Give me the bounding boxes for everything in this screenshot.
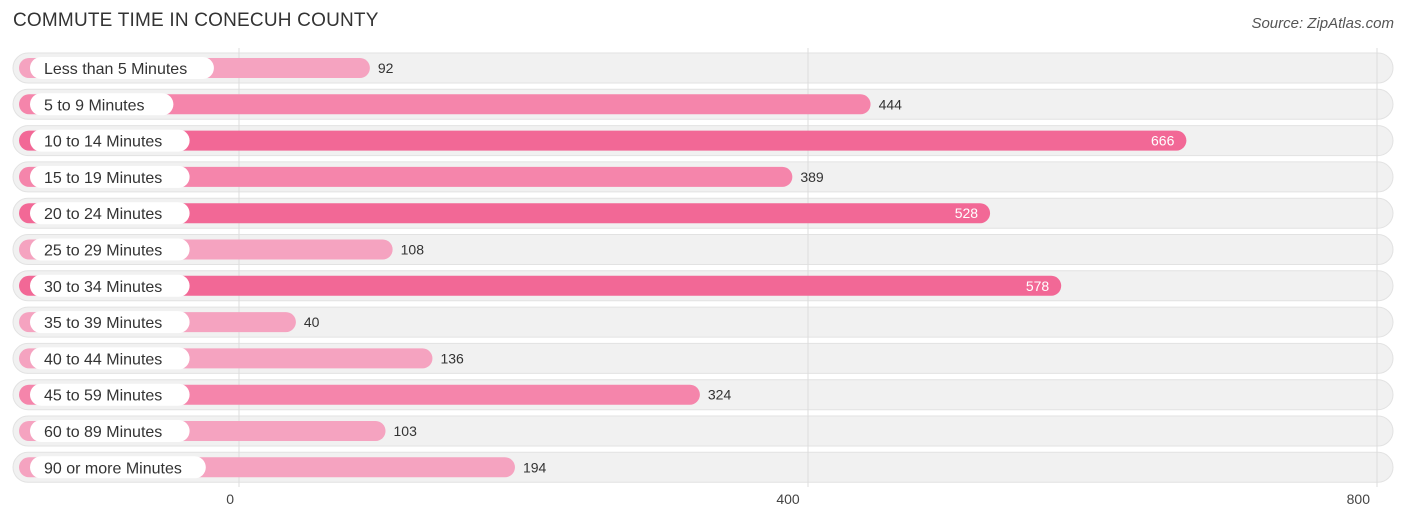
bar (19, 130, 1187, 151)
bar-label: 25 to 29 Minutes (44, 243, 162, 260)
bar (19, 94, 871, 115)
value-label: 40 (304, 314, 320, 330)
bar-label-pill (30, 165, 190, 188)
bar-label-pill (30, 93, 174, 116)
bar (19, 166, 793, 187)
value-label: 444 (879, 96, 903, 112)
value-label: 92 (378, 60, 394, 76)
bar-label-pill (30, 347, 190, 370)
bar (19, 384, 700, 405)
bar-label: 90 or more Minutes (44, 460, 182, 477)
bar-label: 40 to 44 Minutes (44, 351, 162, 368)
source-credit: Source: ZipAtlas.com (1251, 15, 1394, 32)
value-label: 666 (1151, 133, 1175, 149)
bar-label-pill (30, 383, 190, 406)
x-tick-label: 0 (226, 491, 234, 507)
value-label: 578 (1026, 278, 1050, 294)
x-tick-label: 400 (776, 491, 800, 507)
bar-label-pill (30, 420, 190, 442)
x-tick-label: 800 (1347, 491, 1371, 507)
bar-label: 15 to 19 Minutes (44, 170, 162, 187)
value-label: 194 (523, 459, 547, 475)
bar-label-pill (30, 57, 214, 79)
chart-title: COMMUTE TIME IN CONECUH COUNTY (13, 10, 379, 31)
value-label: 103 (394, 423, 418, 439)
bar-label: Less than 5 Minutes (44, 61, 187, 78)
value-label: 324 (708, 387, 732, 403)
bar-label-pill (30, 311, 190, 334)
bar-label: 20 to 24 Minutes (44, 206, 162, 223)
bar-label-pill (30, 238, 190, 261)
bar-label: 10 to 14 Minutes (44, 134, 162, 151)
bar-label: 60 to 89 Minutes (44, 424, 162, 441)
value-label: 108 (401, 242, 425, 258)
bar-label: 45 to 59 Minutes (44, 388, 162, 405)
bar-label-pill (30, 129, 190, 152)
row-track (12, 306, 1394, 338)
value-label: 528 (955, 205, 979, 221)
value-label: 136 (440, 350, 464, 366)
bar-label: 5 to 9 Minutes (44, 97, 145, 114)
value-label: 389 (800, 169, 824, 185)
bar-label-pill (30, 202, 190, 225)
bar (19, 275, 1062, 296)
bar-label: 30 to 34 Minutes (44, 279, 162, 296)
bar (19, 203, 991, 224)
bar-label-pill (30, 274, 190, 297)
bar-label-pill (30, 456, 206, 479)
bar-label: 35 to 39 Minutes (44, 315, 162, 332)
